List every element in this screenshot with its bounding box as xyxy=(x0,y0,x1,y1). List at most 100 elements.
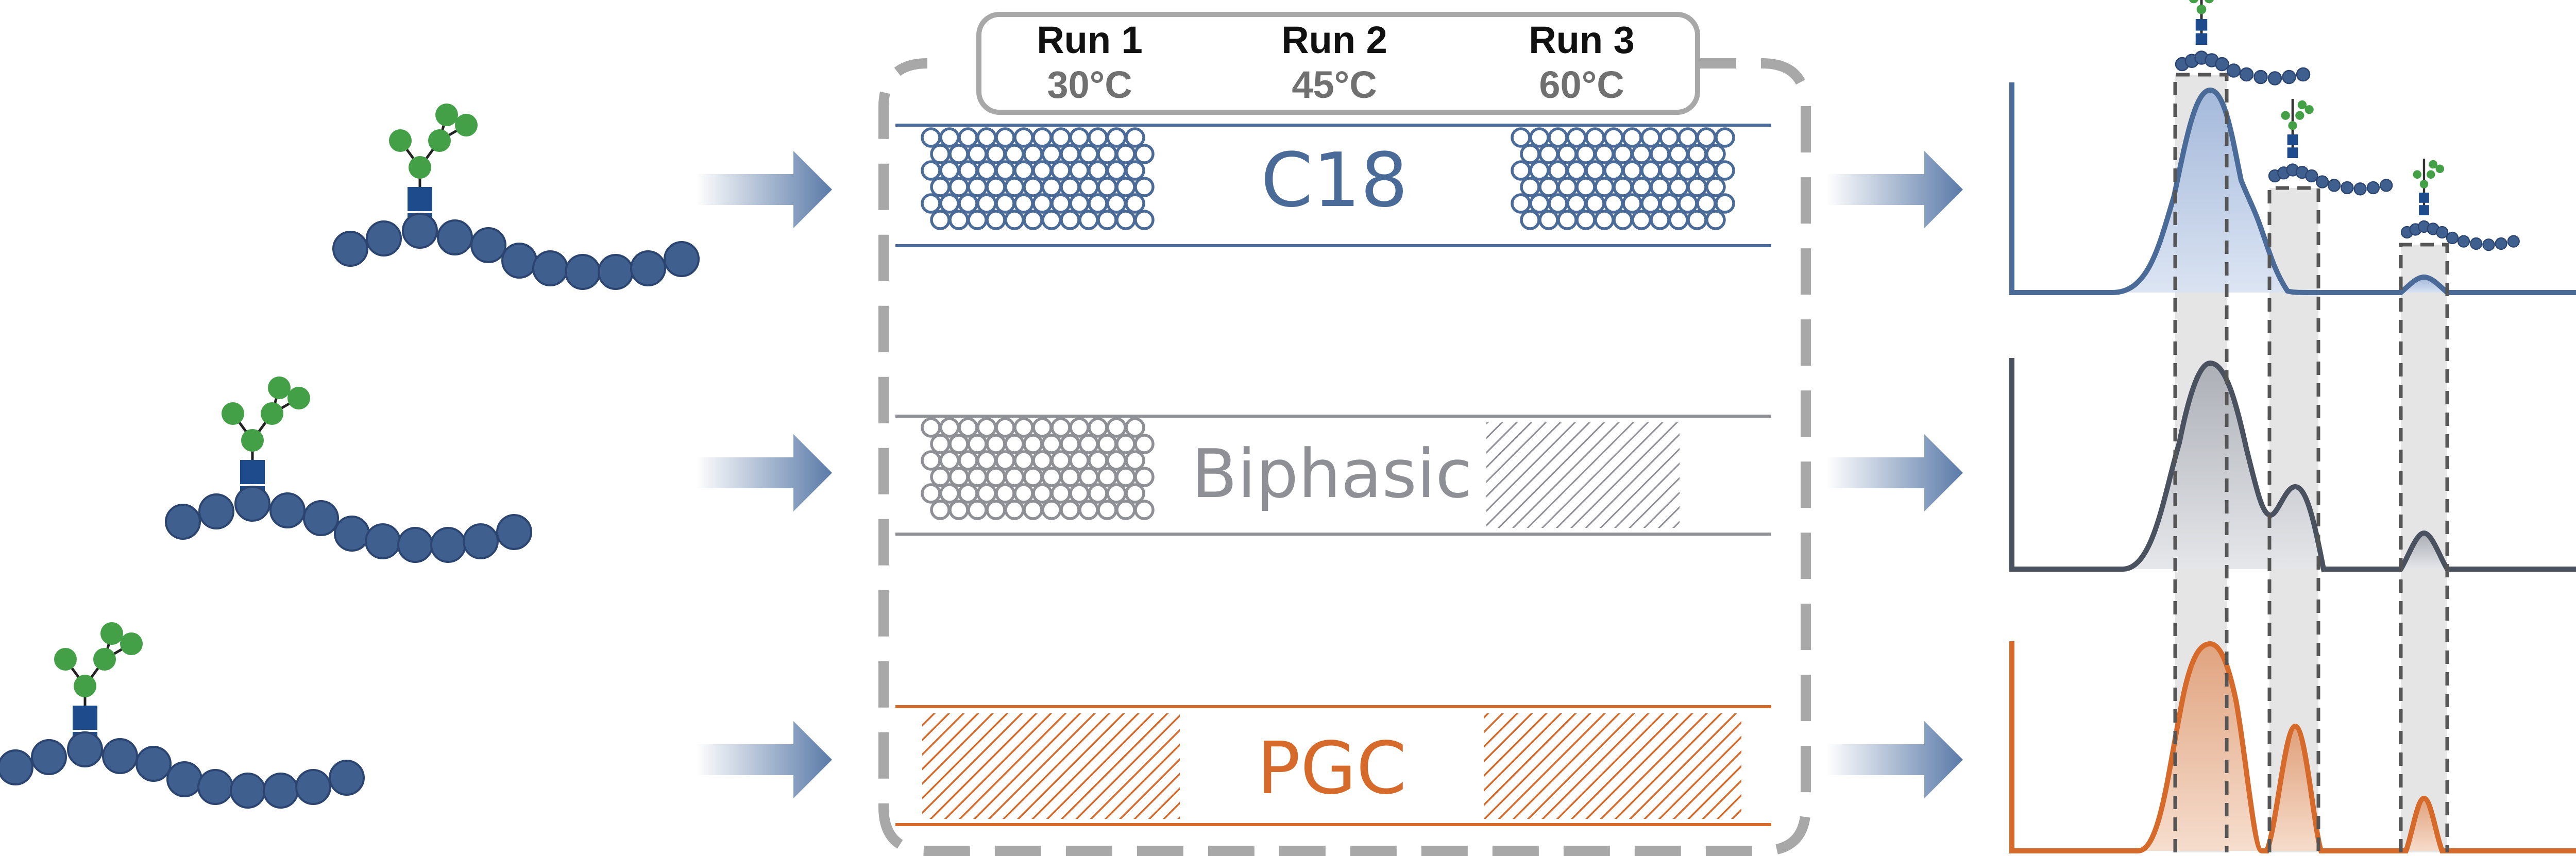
packing-bead xyxy=(1032,417,1053,438)
run-1-label: Run 1 xyxy=(1037,19,1143,61)
amino-acid-bead xyxy=(2495,237,2507,250)
packing-bead xyxy=(1622,127,1642,148)
packing-bead xyxy=(1060,177,1080,197)
packing-bead xyxy=(1088,417,1108,438)
packing-bead xyxy=(1088,127,1108,148)
hexose-circle xyxy=(409,156,431,179)
amino-acid-bead xyxy=(598,254,634,290)
packing-bead xyxy=(1715,127,1735,148)
biphasic-chromatogram xyxy=(2009,358,2576,572)
packing-bead xyxy=(976,483,997,504)
amino-acid-bead xyxy=(366,220,402,256)
packing-bead xyxy=(1134,210,1155,230)
hexose-circle xyxy=(2196,4,2207,14)
packing-bead xyxy=(1677,127,1698,148)
hexose-circle xyxy=(2288,121,2297,130)
packing-bead xyxy=(1032,127,1053,148)
amino-acid-bead xyxy=(198,493,234,529)
packing-bead xyxy=(1631,144,1652,164)
packing-bead xyxy=(1603,160,1624,181)
packing-bead xyxy=(1050,193,1071,214)
flow-arrow-out-3 xyxy=(1826,721,1963,798)
packing-bead xyxy=(1115,467,1136,487)
packing-bead xyxy=(1585,160,1605,181)
hexose-circle xyxy=(2419,180,2429,189)
packing-bead xyxy=(1659,193,1680,214)
packing-bead xyxy=(1668,177,1689,197)
amino-acid-bead xyxy=(2296,67,2311,82)
packing-bead xyxy=(1069,417,1090,438)
flow-arrow-out-1 xyxy=(1826,151,1963,228)
packing-bead xyxy=(958,417,978,438)
packing-bead xyxy=(1696,127,1717,148)
biphasic-bead-packing-left xyxy=(921,417,1155,520)
packing-bead xyxy=(1705,210,1726,230)
glycopeptide-1 xyxy=(332,104,700,290)
packing-bead xyxy=(1687,210,1707,230)
amino-acid-bead xyxy=(234,486,270,522)
amino-acid-bead xyxy=(496,514,532,550)
amino-acid-bead xyxy=(197,769,233,805)
packing-bead xyxy=(1023,177,1043,197)
packing-bead xyxy=(976,193,997,214)
hexose-circle xyxy=(2205,0,2214,4)
glcnac-square xyxy=(408,187,432,212)
packing-bead xyxy=(930,177,951,197)
packing-bead xyxy=(1134,500,1155,520)
packing-bead xyxy=(1088,160,1108,181)
packing-bead xyxy=(1715,160,1735,181)
pgc-trace xyxy=(2009,641,2576,853)
hexose-circle xyxy=(2429,160,2437,169)
glcnac-square xyxy=(2195,19,2208,31)
packing-bead xyxy=(1548,160,1568,181)
packing-bead xyxy=(1050,417,1071,438)
packing-bead xyxy=(1585,193,1605,214)
hexose-circle xyxy=(435,104,458,126)
amino-acid-bead xyxy=(532,250,568,286)
packing-bead xyxy=(1585,127,1605,148)
packing-bead xyxy=(1696,160,1717,181)
packing-bead xyxy=(1106,450,1127,471)
packing-bead xyxy=(921,450,941,471)
packing-bead xyxy=(1023,210,1043,230)
packing-bead xyxy=(1097,210,1117,230)
packing-bead xyxy=(1622,160,1642,181)
amino-acid-bead xyxy=(2457,235,2470,248)
amino-acid-bead xyxy=(295,769,331,805)
amino-acid-bead xyxy=(2215,57,2229,72)
packing-bead xyxy=(1687,144,1707,164)
packing-bead xyxy=(948,144,969,164)
packing-bead xyxy=(1566,127,1587,148)
arrows-group xyxy=(696,151,1963,798)
amino-acid-bead xyxy=(334,516,370,552)
packing-bead xyxy=(1557,144,1578,164)
packing-bead xyxy=(986,144,1006,164)
packing-bead xyxy=(1060,144,1080,164)
packing-bead xyxy=(1106,483,1127,504)
packing-bead xyxy=(1520,210,1540,230)
amino-acid-bead xyxy=(2315,175,2329,189)
packing-bead xyxy=(1603,127,1624,148)
packing-bead xyxy=(1566,160,1587,181)
packing-bead xyxy=(1078,144,1099,164)
packing-bead xyxy=(1659,127,1680,148)
glcnac-square xyxy=(2195,33,2208,45)
packing-bead xyxy=(1134,177,1155,197)
packing-bead xyxy=(930,210,951,230)
packing-bead xyxy=(1013,417,1034,438)
packing-bead xyxy=(995,483,1015,504)
packing-bead xyxy=(1023,434,1043,454)
pgc-chromatogram xyxy=(2009,641,2576,853)
packing-bead xyxy=(921,417,941,438)
hexose-circle xyxy=(2426,170,2435,179)
packing-bead xyxy=(1125,160,1145,181)
packing-bead xyxy=(1548,193,1568,214)
packing-bead xyxy=(1004,177,1025,197)
packing-bead xyxy=(1594,177,1615,197)
packing-bead xyxy=(1529,160,1550,181)
packing-bead xyxy=(1041,144,1062,164)
packing-bead xyxy=(1125,417,1145,438)
packing-bead xyxy=(1088,193,1108,214)
glcnac-square xyxy=(2419,193,2429,203)
